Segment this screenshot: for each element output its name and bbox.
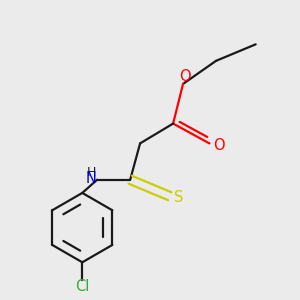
Text: O: O [179, 69, 190, 84]
Text: Cl: Cl [75, 279, 89, 294]
Text: N: N [86, 171, 97, 186]
Text: H: H [86, 166, 96, 179]
Text: O: O [213, 137, 224, 152]
Text: S: S [174, 190, 184, 206]
